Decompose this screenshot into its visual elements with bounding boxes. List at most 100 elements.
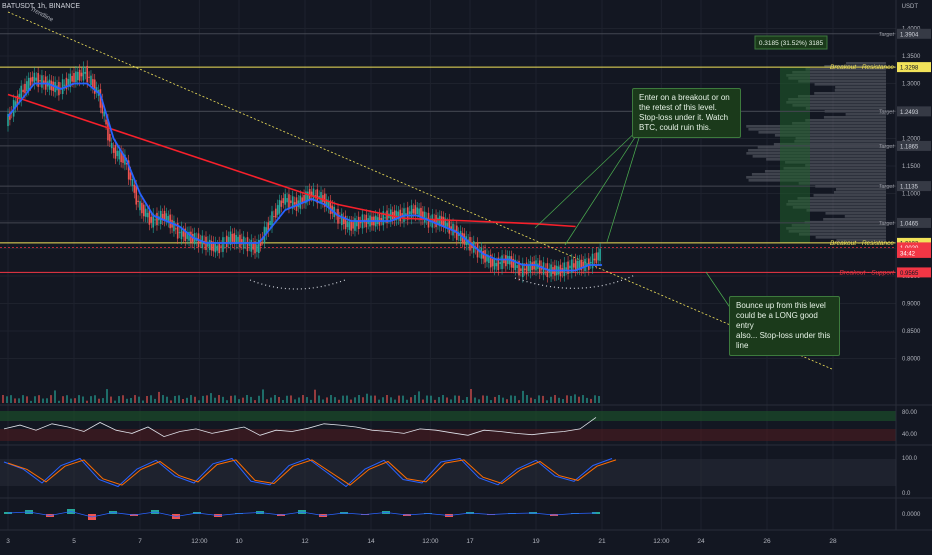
candle-body [135, 185, 138, 205]
pattern-arc-left [249, 279, 346, 290]
candle-body [124, 154, 126, 165]
candle-body [235, 234, 237, 244]
volume-profile-bar [814, 92, 886, 95]
volume-bar [402, 395, 404, 403]
volume-profile-bar [805, 107, 886, 110]
volume-bar [34, 396, 36, 403]
volume-bar [494, 396, 496, 403]
volume-bar [378, 399, 380, 403]
target-price-tag-text: 1.0465 [900, 221, 919, 227]
volume-bar [450, 399, 452, 403]
candle-body [312, 188, 315, 201]
candle-body [225, 235, 228, 248]
time-tick-label: 26 [763, 538, 771, 545]
candle-body [350, 221, 352, 231]
candle-body [523, 268, 526, 271]
volume-bar [334, 397, 336, 403]
candle-body [69, 73, 72, 88]
volume-bar [214, 397, 216, 403]
target-price-tag-text: 1.1865 [900, 144, 919, 150]
volume-bar [102, 398, 104, 403]
volume-bar [478, 399, 480, 403]
candle-body [397, 211, 400, 220]
volume-bar [82, 396, 84, 403]
candle-body [29, 77, 32, 86]
candle-body [276, 205, 279, 215]
candle-body [39, 80, 41, 82]
volume-bar [562, 399, 564, 403]
target-label: Target [879, 32, 895, 38]
volume-bar [302, 395, 304, 403]
candle-body [578, 260, 581, 270]
volume-bar [78, 395, 80, 403]
volume-bar [98, 398, 100, 403]
candle-body [93, 79, 96, 94]
candle-body [325, 199, 328, 206]
volume-bar [582, 395, 584, 403]
candle-body [227, 237, 230, 243]
candle-body [163, 210, 166, 221]
price-tick-label: 1.2000 [902, 137, 921, 143]
candle-body [446, 223, 449, 227]
volume-profile-bar [805, 164, 886, 167]
symbol-title[interactable]: BATUSDT, 1h, BINANCE [2, 3, 81, 10]
candle-body [120, 151, 122, 163]
stoch-k-line [3, 457, 613, 488]
volume-profile-bar [798, 80, 886, 83]
candle-body [161, 213, 164, 220]
current-price-tag-text: 34:42 [900, 251, 916, 257]
volume-bar [522, 390, 524, 403]
candle-body [301, 197, 303, 204]
volume-bar [150, 395, 152, 403]
volume-bar [338, 399, 340, 403]
target-price-tag [897, 217, 931, 228]
candle-body [442, 216, 445, 227]
candle-body [310, 191, 313, 197]
time-tick-label: 12:00 [191, 538, 208, 545]
candle-body [384, 217, 386, 219]
candle-body [24, 83, 26, 94]
candle-body [152, 213, 154, 228]
candle-body [159, 210, 162, 225]
volume-bar [358, 395, 360, 403]
volume-bar [514, 395, 516, 403]
volume-bar [346, 395, 348, 403]
candle-body [331, 205, 334, 214]
candle-body [589, 261, 592, 264]
volume-bar [202, 395, 204, 403]
candle-body [273, 216, 275, 218]
candle-body [63, 84, 66, 86]
candle-body [220, 245, 222, 247]
candle-body [357, 216, 360, 230]
annotation-line: Stop-loss under it. Watch [639, 113, 729, 122]
volume-bar [462, 399, 464, 403]
annotation-line: Enter on a breakout or on [639, 93, 730, 102]
candle-body [284, 194, 286, 205]
volume-bar [226, 400, 228, 403]
candle-body [380, 218, 383, 221]
candle-body [486, 254, 488, 262]
target-price-tag-text: 1.3904 [900, 32, 919, 38]
breakout-label: Breakout - Resistance [830, 64, 894, 71]
volume-bar [182, 398, 184, 403]
volume-profile-bar [748, 179, 886, 182]
candle-body [78, 69, 81, 81]
volume-bar [322, 399, 324, 403]
candle-body [410, 205, 413, 219]
candle-body [440, 216, 443, 226]
current-price-tag [897, 242, 931, 253]
volume-bar [110, 396, 112, 403]
candle-body [327, 201, 330, 208]
candle-body [412, 208, 415, 214]
annotation-entry-note[interactable]: Enter on a breakout or on the retest of … [632, 88, 741, 138]
breakout-price-tag-text: 1.3298 [900, 66, 919, 72]
volume-bar [598, 395, 600, 403]
price-tick-label: 0.8000 [902, 357, 921, 363]
candle-body [167, 216, 170, 223]
annotation-bounce-note[interactable]: Bounce up from this level could be a LON… [729, 296, 840, 356]
price-tick-label: 1.1500 [902, 164, 921, 170]
volume-profile-bar [792, 206, 886, 209]
annotation-line: also... Stop-loss under this [736, 331, 831, 340]
